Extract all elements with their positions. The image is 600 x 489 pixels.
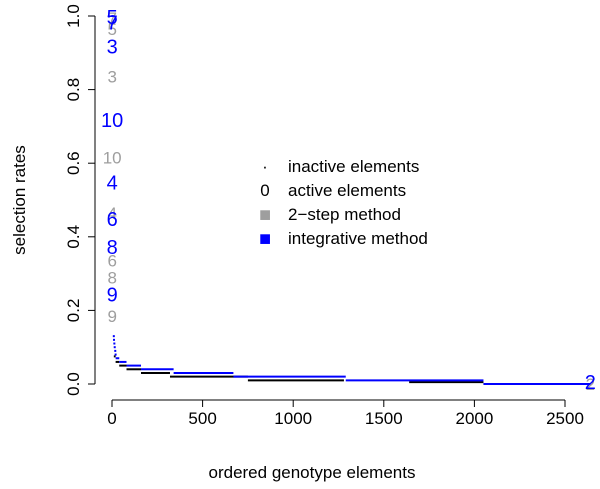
inactive-dot-1-1 (112, 338, 115, 341)
active-label-0-0: 7 (107, 9, 116, 28)
y-tick-label-5: 1.0 (64, 4, 83, 28)
legend-label-1: active elements (288, 181, 406, 200)
x-tick-label-2: 1000 (274, 409, 312, 428)
legend-symbol-1: 0 (260, 181, 269, 200)
y-axis-label: selection rates (10, 145, 29, 255)
x-axis: 0 500 1000 1500 2000 2500 (107, 399, 584, 428)
active-label-1-5: 6 (107, 209, 118, 231)
legend-symbol-3: ■ (259, 228, 271, 250)
active-label-0-5: 6 (107, 252, 116, 271)
active-label-0-7: 9 (107, 307, 116, 326)
legend-label-2: 2−step method (288, 205, 401, 224)
y-axis: 0.0 0.2 0.4 0.6 0.8 1.0 (64, 4, 96, 396)
active-label-0-3: 10 (103, 149, 122, 168)
inactive-dot-1-3 (113, 346, 116, 349)
active-label-0-2: 3 (107, 68, 116, 87)
y-tick-label-1: 0.2 (64, 299, 83, 323)
y-tick-label-2: 0.4 (64, 225, 83, 249)
active-label-1-8: 2 (585, 372, 596, 394)
legend-label-3: integrative method (288, 229, 428, 248)
active-label-1-4: 4 (107, 172, 118, 194)
inactive-dot-1-4 (114, 349, 117, 352)
inactive-dot-1-5 (114, 353, 117, 356)
series-0: 7531046892 (103, 9, 595, 394)
active-label-1-6: 8 (107, 237, 118, 259)
active-label-0-4: 4 (107, 204, 116, 223)
x-tick-label-4: 2000 (455, 409, 493, 428)
active-label-1-2: 3 (107, 36, 118, 58)
x-axis-label: ordered genotype elements (209, 463, 416, 482)
y-tick-label-3: 0.6 (64, 151, 83, 175)
x-tick-label-5: 2500 (546, 409, 584, 428)
active-label-1-1: 7 (107, 12, 118, 34)
inactive-dot-1-2 (113, 342, 116, 345)
x-tick-label-0: 0 (107, 409, 116, 428)
y-tick-label-4: 0.8 (64, 78, 83, 102)
legend-label-0: inactive elements (288, 157, 419, 176)
active-label-1-7: 9 (107, 285, 118, 307)
active-label-1-0: 5 (107, 7, 118, 29)
legend: · inactive elements 0 active elements ■ 2−ste… (259, 157, 428, 250)
plot-area: 75310468925731046892 (101, 7, 596, 394)
inactive-dot-1-0 (112, 335, 115, 338)
legend-symbol-2: ■ (259, 204, 271, 226)
active-label-0-6: 8 (107, 268, 116, 287)
y-tick-label-0: 0.0 (64, 372, 83, 396)
legend-symbol-0: · (262, 157, 268, 176)
x-tick-label-1: 500 (188, 409, 216, 428)
active-label-0-1: 5 (107, 20, 116, 39)
x-tick-label-3: 1500 (365, 409, 403, 428)
active-label-1-3: 10 (101, 110, 123, 132)
